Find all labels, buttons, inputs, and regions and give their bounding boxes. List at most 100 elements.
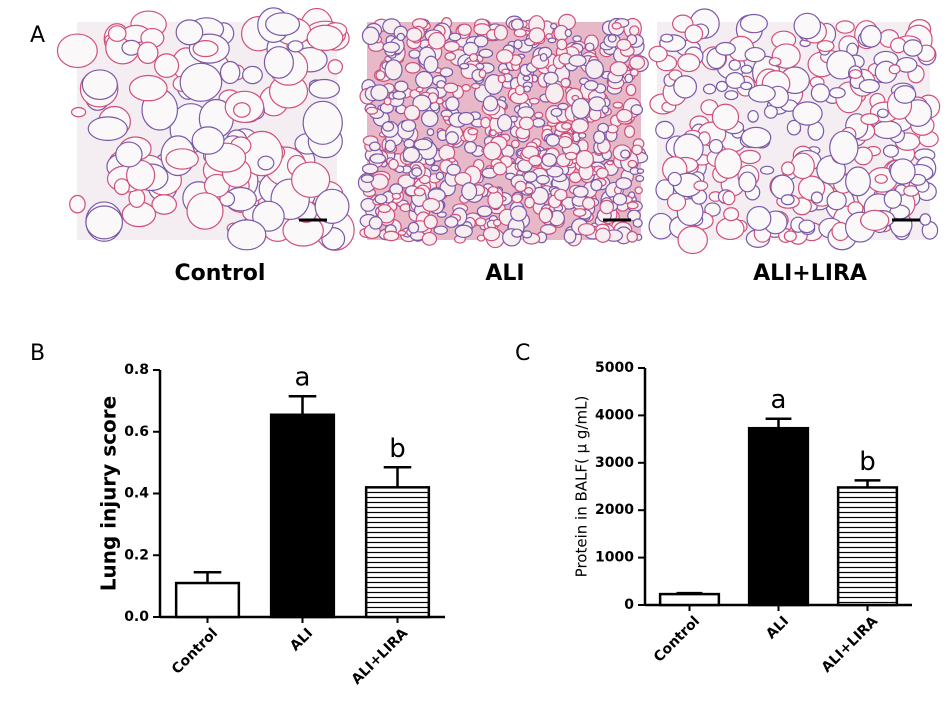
alveolus [415,70,434,89]
alveolus [406,27,423,42]
alveolus [402,146,421,163]
panel-label: B [30,341,45,366]
alveolus [634,186,643,195]
alveolus [523,187,534,195]
alveolus [400,119,417,132]
alveolus [550,22,558,30]
alveolus [631,144,643,156]
alveolus [626,201,639,210]
alveolus [561,122,572,130]
alveolus [543,71,559,85]
alveolus [480,116,491,129]
y-tick-label: 0.8 [124,362,149,378]
alveolus [539,52,548,62]
alveolus [476,205,493,218]
alveolus [511,228,523,238]
alveolus [444,216,459,228]
alveolus [810,191,824,204]
alveolus [888,64,901,75]
alveolus [523,85,532,93]
alveolus [616,38,632,51]
y-tick-label: 0 [624,597,634,613]
alveolus [596,167,609,179]
bar [836,486,899,607]
alveolus [816,40,835,53]
alveolus [629,68,639,77]
alveolus [287,40,304,53]
alveolus [397,229,407,236]
alveolus [115,141,143,168]
alveolus [584,42,595,52]
alveolus [601,105,610,114]
alveolus [876,108,889,119]
alveolus [308,78,341,99]
error-bar [765,417,792,429]
alveolus [382,121,395,132]
alveolus [577,223,596,236]
alveolus [413,138,433,151]
alveolus [306,24,344,52]
alveolus [510,205,528,222]
alveolus [615,177,633,190]
alveolus [677,53,701,73]
alveolus [179,62,223,102]
alveolus [384,59,403,81]
alveolus [497,74,506,84]
alveolus [154,53,180,78]
alveolus [478,69,487,79]
alveolus [394,80,409,93]
alveolus [302,100,343,145]
alveolus [445,131,459,145]
alveolus [575,149,595,169]
alveolus [444,52,457,61]
alveolus [374,193,388,205]
alveolus [708,138,724,154]
alveolus [365,106,379,115]
alveolus [471,82,481,90]
alveolus [620,149,631,159]
alveolus [514,84,525,96]
significance-label: a [295,363,311,393]
alveolus [563,229,577,244]
y-tick-label: 0.6 [124,424,149,440]
alveolus [872,120,902,140]
alveolus [439,67,454,78]
alveolus [435,171,445,181]
alveolus [492,161,508,176]
error-bar [288,394,317,415]
alveolus [467,127,479,136]
alveolus [673,75,698,99]
alveolus [790,152,815,180]
alveolus [327,59,344,75]
alveolus [463,141,478,154]
y-tick-label: 0.0 [124,609,149,625]
alveolus [660,33,674,43]
alveolus [606,160,614,166]
alveolus [780,194,795,206]
error-bar [676,591,703,595]
alveolus [738,171,757,193]
y-tick-label: 0.2 [124,547,149,563]
alveolus [829,87,846,99]
alveolus [724,90,739,101]
alveolus [554,188,568,202]
y-axis-label: Lung injury score [97,396,121,591]
alveolus [584,79,599,91]
alveolus [826,190,847,211]
alveolus [636,168,645,174]
error-bar [193,570,222,584]
alveolus [242,65,263,85]
alveolus [578,132,587,139]
error-bar [854,479,881,488]
alveolus [759,165,775,175]
alveolus [609,61,628,77]
alveolus [902,39,923,57]
alveolus [233,102,251,118]
alveolus [625,83,637,97]
alveolus [570,118,589,134]
alveolus [407,221,420,234]
panel-label: A [30,23,45,48]
y-axis-label: Protein in BALF( μ g/mL) [573,396,591,578]
alveolus [585,59,604,80]
